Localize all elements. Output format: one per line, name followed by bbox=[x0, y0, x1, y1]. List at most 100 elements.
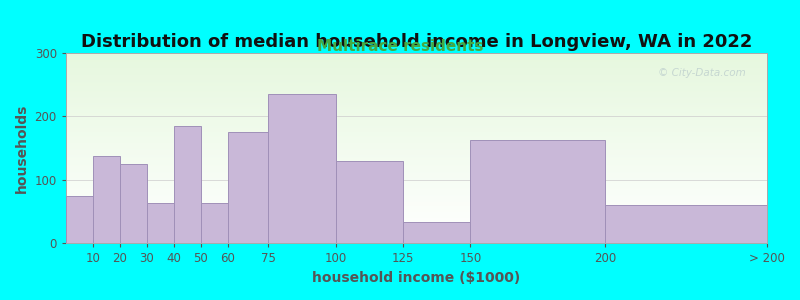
Bar bbox=[66, 129, 767, 130]
Bar bbox=[66, 68, 767, 69]
Bar bbox=[66, 142, 767, 143]
Bar bbox=[66, 193, 767, 194]
Bar bbox=[66, 70, 767, 71]
Bar bbox=[66, 211, 767, 212]
Bar bbox=[66, 74, 767, 76]
Bar bbox=[66, 116, 767, 117]
Bar bbox=[66, 186, 767, 187]
Bar bbox=[66, 169, 767, 170]
Bar bbox=[66, 218, 767, 219]
Bar bbox=[66, 159, 767, 160]
Bar bbox=[66, 131, 767, 132]
Bar bbox=[66, 109, 767, 110]
Bar bbox=[606, 205, 767, 243]
Bar bbox=[66, 206, 767, 207]
Bar bbox=[66, 165, 767, 166]
Bar bbox=[66, 196, 767, 197]
Bar bbox=[201, 203, 228, 243]
Bar bbox=[66, 221, 767, 222]
Bar bbox=[66, 111, 767, 112]
Bar bbox=[66, 143, 767, 144]
Bar bbox=[66, 152, 767, 153]
Bar bbox=[66, 150, 767, 151]
Bar bbox=[66, 53, 767, 55]
Bar bbox=[66, 52, 767, 53]
Bar bbox=[66, 135, 767, 136]
Bar bbox=[66, 202, 767, 203]
Bar bbox=[66, 133, 767, 134]
Bar bbox=[66, 119, 767, 120]
Bar bbox=[66, 125, 767, 126]
Bar bbox=[66, 66, 767, 67]
Bar bbox=[66, 113, 767, 114]
Bar bbox=[66, 65, 767, 66]
Bar bbox=[66, 55, 767, 56]
Bar bbox=[146, 203, 174, 243]
Bar bbox=[66, 90, 767, 91]
Bar bbox=[66, 184, 767, 185]
Bar bbox=[66, 146, 767, 147]
Bar bbox=[66, 182, 767, 183]
Bar bbox=[66, 222, 767, 224]
Bar bbox=[268, 94, 335, 243]
Bar bbox=[66, 85, 767, 86]
Bar bbox=[66, 208, 767, 209]
Bar bbox=[66, 237, 767, 238]
Bar bbox=[66, 174, 767, 175]
Bar bbox=[66, 72, 767, 73]
Bar bbox=[66, 235, 767, 236]
Bar bbox=[66, 217, 767, 218]
Bar bbox=[66, 94, 767, 95]
Bar bbox=[66, 158, 767, 159]
Bar bbox=[66, 93, 767, 94]
Bar bbox=[66, 79, 767, 80]
Bar bbox=[66, 229, 767, 230]
Bar bbox=[66, 227, 767, 228]
Bar bbox=[93, 156, 120, 243]
Bar bbox=[66, 200, 767, 201]
Bar bbox=[66, 108, 767, 109]
Bar bbox=[66, 164, 767, 165]
Bar bbox=[66, 110, 767, 111]
Bar bbox=[66, 61, 767, 62]
Bar bbox=[228, 132, 268, 243]
Bar bbox=[66, 89, 767, 90]
Bar bbox=[66, 204, 767, 205]
Bar bbox=[66, 189, 767, 190]
Bar bbox=[66, 147, 767, 148]
Bar bbox=[66, 117, 767, 119]
Bar bbox=[66, 95, 767, 97]
Bar bbox=[66, 161, 767, 162]
Bar bbox=[66, 173, 767, 174]
Bar bbox=[66, 199, 767, 200]
Bar bbox=[66, 240, 767, 241]
Bar bbox=[66, 126, 767, 127]
Bar bbox=[66, 215, 767, 216]
Bar bbox=[66, 104, 767, 105]
Bar bbox=[66, 230, 767, 231]
Bar bbox=[66, 107, 767, 108]
Bar bbox=[66, 194, 767, 195]
Bar bbox=[66, 226, 767, 227]
Bar bbox=[66, 242, 767, 243]
Bar bbox=[66, 130, 767, 131]
Bar bbox=[66, 155, 767, 156]
Text: Multirace residents: Multirace residents bbox=[317, 39, 483, 54]
Bar bbox=[66, 121, 767, 122]
Bar bbox=[66, 157, 767, 158]
Bar bbox=[66, 73, 767, 74]
Bar bbox=[66, 233, 767, 234]
Bar bbox=[66, 86, 767, 87]
Bar bbox=[66, 153, 767, 154]
Bar bbox=[66, 140, 767, 141]
Bar bbox=[66, 236, 767, 237]
Bar bbox=[66, 232, 767, 233]
Bar bbox=[66, 197, 767, 198]
Bar bbox=[66, 183, 767, 184]
Bar bbox=[66, 168, 767, 169]
Bar bbox=[66, 76, 767, 77]
Bar bbox=[66, 59, 767, 60]
Bar bbox=[66, 234, 767, 235]
Bar bbox=[66, 185, 767, 186]
Bar bbox=[66, 231, 767, 232]
